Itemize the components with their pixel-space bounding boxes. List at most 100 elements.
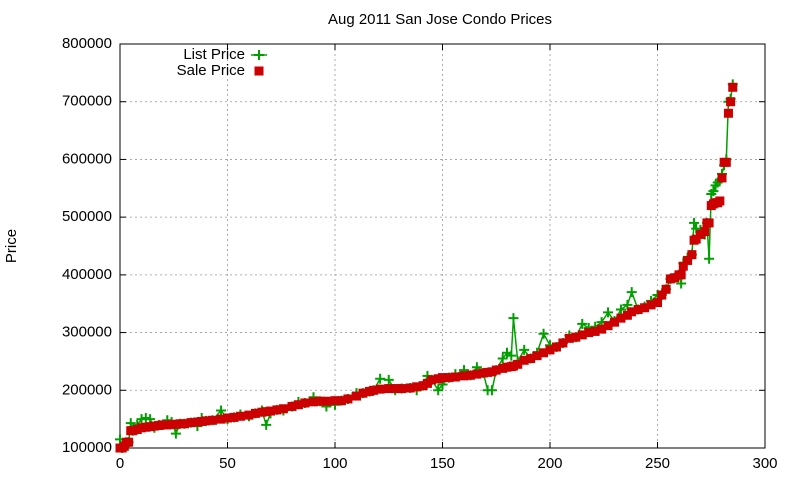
y-tick-label: 600000 — [62, 150, 112, 167]
point-square — [700, 227, 710, 237]
point-square — [590, 326, 600, 336]
x-tick-label: 250 — [645, 455, 670, 472]
point-square — [532, 351, 542, 361]
point-plus — [689, 217, 700, 228]
point-square — [513, 359, 523, 369]
point-square — [526, 354, 536, 364]
point-square — [603, 321, 613, 331]
x-tick-label: 0 — [116, 455, 124, 472]
point-plus — [170, 428, 181, 439]
point-square — [678, 261, 688, 271]
x-tick-label: 150 — [430, 455, 455, 472]
point-plus — [704, 253, 715, 264]
point-square — [721, 157, 731, 167]
point-square — [465, 370, 475, 380]
point-square — [375, 384, 385, 394]
y-tick-label: 500000 — [62, 208, 112, 225]
point-square — [633, 304, 643, 314]
point-square — [539, 348, 549, 358]
point-square — [309, 397, 318, 407]
point-plus — [626, 287, 637, 298]
point-square — [676, 270, 686, 280]
point-plus — [508, 313, 519, 324]
point-square — [571, 332, 581, 342]
y-tick-label: 800000 — [62, 35, 112, 52]
point-square — [723, 108, 733, 118]
point-square — [369, 385, 379, 395]
y-tick-label: 200000 — [62, 381, 112, 398]
point-square — [384, 384, 394, 394]
point-square — [726, 97, 736, 107]
point-square — [293, 400, 303, 410]
point-square — [491, 365, 501, 375]
point-square — [272, 405, 282, 415]
legend-label: List Price — [183, 46, 245, 63]
point-square — [661, 284, 671, 294]
point-plus — [519, 344, 530, 355]
point-square — [545, 345, 555, 355]
y-axis-label: Price — [3, 229, 20, 263]
point-square — [405, 383, 415, 393]
point-plus — [383, 374, 394, 385]
point-square — [330, 396, 340, 406]
point-plus — [506, 350, 517, 361]
point-plus — [254, 50, 264, 60]
point-square — [597, 324, 607, 334]
x-tick-label: 300 — [752, 455, 777, 472]
point-square — [657, 290, 667, 300]
point-square — [459, 371, 469, 381]
point-square — [358, 388, 368, 398]
series-line — [119, 84, 734, 450]
point-plus — [375, 373, 386, 384]
point-plus — [615, 304, 626, 315]
point-square — [577, 330, 587, 340]
point-square — [640, 303, 650, 313]
point-square — [717, 173, 727, 183]
point-plus — [603, 307, 614, 318]
point-square — [450, 372, 460, 382]
point-plus — [577, 318, 588, 329]
x-tick-label: 200 — [537, 455, 562, 472]
plot-frame — [119, 43, 766, 449]
point-square — [616, 313, 626, 323]
point-plus — [261, 419, 272, 430]
point-square — [627, 307, 637, 317]
y-tick-label: 400000 — [62, 266, 112, 283]
y-tick-label: 300000 — [62, 324, 112, 341]
point-square — [287, 401, 297, 411]
point-square — [300, 398, 310, 408]
point-square — [254, 66, 264, 76]
x-tick-label: 50 — [219, 455, 236, 472]
point-plus — [486, 385, 497, 396]
point-square — [704, 218, 714, 228]
chart-title: Aug 2011 San Jose Condo Prices — [328, 11, 552, 28]
point-square — [390, 384, 400, 394]
point-square — [315, 396, 325, 406]
point-plus — [676, 278, 687, 289]
x-tick-label: 100 — [322, 455, 347, 472]
point-square — [551, 342, 561, 352]
point-square — [180, 419, 189, 429]
point-plus — [216, 405, 227, 416]
point-square — [683, 255, 693, 265]
point-square — [278, 404, 288, 414]
point-square — [343, 394, 353, 404]
point-square — [336, 396, 346, 406]
point-square — [250, 408, 260, 418]
point-plus — [538, 328, 549, 339]
point-square — [223, 413, 232, 423]
point-square — [216, 414, 226, 424]
point-square — [412, 382, 422, 392]
point-plus — [497, 353, 508, 364]
point-square — [653, 298, 662, 308]
y-tick-label: 100000 — [62, 439, 112, 456]
point-square — [610, 317, 619, 327]
point-plus — [433, 385, 444, 396]
point-square — [186, 418, 196, 428]
point-square — [352, 391, 361, 401]
point-square — [715, 196, 725, 206]
point-square — [584, 328, 594, 338]
point-square — [235, 411, 245, 421]
point-square — [564, 333, 574, 343]
legend-label: Sale Price — [177, 62, 245, 79]
